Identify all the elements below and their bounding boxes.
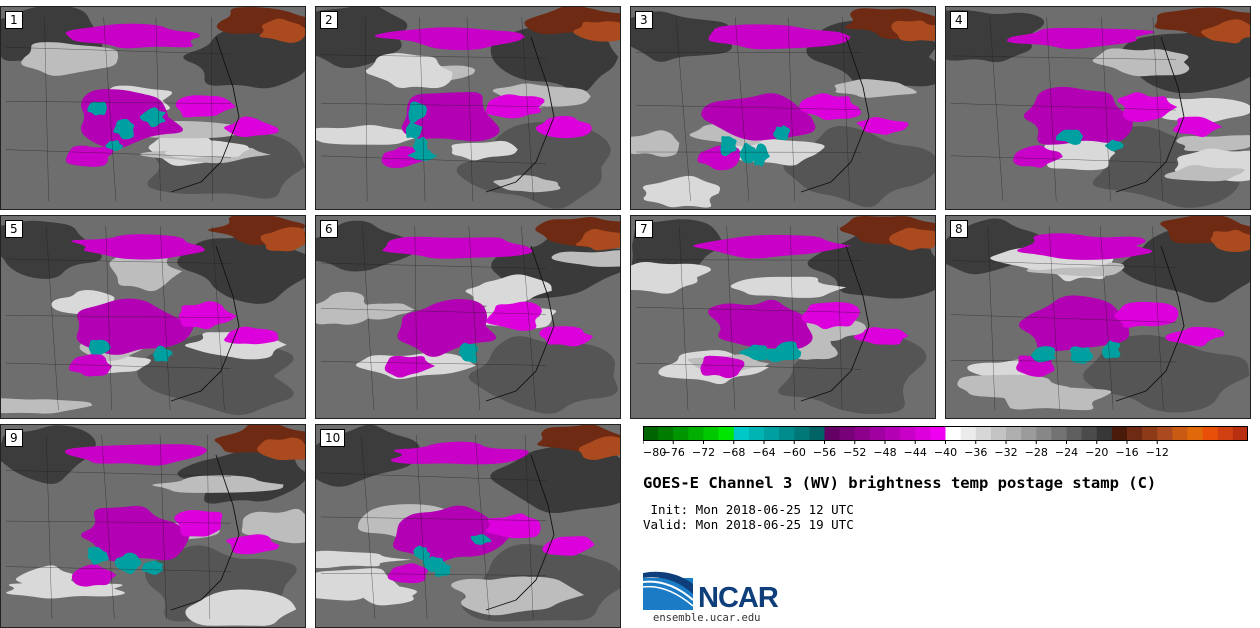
panel-label: 3: [635, 11, 653, 29]
colorbar-swatch: [840, 426, 856, 440]
colorbar-tick-label: −40: [934, 446, 957, 459]
colorbar-tick-label: −32: [994, 446, 1017, 459]
water-vapor-map: [316, 216, 621, 419]
colorbar-swatch: [1067, 426, 1083, 440]
colorbar-swatch: [1233, 426, 1248, 440]
colorbar-tick-label: −16: [1115, 446, 1138, 459]
colorbar-swatch: [870, 426, 886, 440]
colorbar-swatch: [1097, 426, 1113, 440]
colorbar-swatch: [1157, 426, 1173, 440]
colorbar-swatch: [825, 426, 841, 440]
colorbar-tick-label: −48: [873, 446, 896, 459]
postage-stamp-panel-5: 5: [0, 215, 306, 419]
figure-title: GOES-E Channel 3 (WV) brightness temp po…: [643, 474, 1156, 492]
colorbar-tick-label: −76: [662, 446, 685, 459]
water-vapor-map: [631, 216, 936, 419]
colorbar-swatch: [1006, 426, 1022, 440]
postage-stamp-panel-4: 4: [945, 6, 1251, 210]
colorbar-tick-label: −24: [1055, 446, 1078, 459]
colorbar-tick-label: −44: [904, 446, 927, 459]
colorbar-swatch: [673, 426, 689, 440]
colorbar-swatch: [809, 426, 825, 440]
postage-stamp-panel-1: 1: [0, 6, 306, 210]
colorbar-swatch: [915, 426, 931, 440]
colorbar-swatch: [734, 426, 750, 440]
colorbar-tick-label: −52: [843, 446, 866, 459]
colorbar-tick-label: −28: [1025, 446, 1048, 459]
colorbar-swatch: [1082, 426, 1098, 440]
postage-stamp-panel-9: 9: [0, 424, 306, 628]
colorbar-tick-label: −20: [1085, 446, 1108, 459]
colorbar-swatch: [688, 426, 704, 440]
water-vapor-map: [631, 7, 936, 210]
postage-stamp-panel-7: 7: [630, 215, 936, 419]
panel-label: 10: [320, 429, 345, 447]
colorbar-tick-label: −36: [964, 446, 987, 459]
panel-label: 4: [950, 11, 968, 29]
init-time: Init: Mon 2018-06-25 12 UTC: [643, 502, 854, 517]
panel-label: 8: [950, 220, 968, 238]
colorbar-swatch: [1218, 426, 1234, 440]
colorbar-swatch: [1112, 426, 1128, 440]
colorbar-swatch: [900, 426, 916, 440]
water-vapor-map: [316, 7, 621, 210]
colorbar-swatch: [885, 426, 901, 440]
panel-label: 7: [635, 220, 653, 238]
colorbar-swatch: [794, 426, 810, 440]
colorbar-tick-label: −56: [813, 446, 836, 459]
colorbar-swatch: [779, 426, 795, 440]
colorbar-swatch: [704, 426, 720, 440]
colorbar-swatch: [930, 426, 946, 440]
ncar-url: ensemble.ucar.edu: [653, 612, 760, 624]
panel-label: 6: [320, 220, 338, 238]
colorbar-swatch: [764, 426, 780, 440]
water-vapor-map: [946, 216, 1251, 419]
colorbar-swatch: [1142, 426, 1158, 440]
postage-stamp-panel-10: 10: [315, 424, 621, 628]
water-vapor-map: [1, 7, 306, 210]
colorbar-tick-label: −68: [722, 446, 745, 459]
convective-core: [461, 343, 477, 363]
water-vapor-map: [1, 425, 306, 628]
colorbar: −80−76−72−68−64−60−56−52−48−44−40−36−32−…: [643, 426, 1248, 462]
colorbar-swatch: [1203, 426, 1219, 440]
water-vapor-map: [1, 216, 306, 419]
postage-stamp-panel-6: 6: [315, 215, 621, 419]
colorbar-swatch: [1051, 426, 1067, 440]
colorbar-swatch: [991, 426, 1007, 440]
colorbar-swatch: [719, 426, 735, 440]
water-vapor-map: [946, 7, 1251, 210]
colorbar-tick-label: −64: [752, 446, 775, 459]
panel-label: 5: [5, 220, 23, 238]
panel-label: 2: [320, 11, 338, 29]
ncar-wordmark: NCAR: [698, 582, 778, 615]
colorbar-swatch: [961, 426, 977, 440]
postage-stamp-panel-2: 2: [315, 6, 621, 210]
postage-stamp-panel-3: 3: [630, 6, 936, 210]
valid-time: Valid: Mon 2018-06-25 19 UTC: [643, 517, 854, 532]
postage-stamp-panel-8: 8: [945, 215, 1251, 419]
colorbar-tick-label: −72: [692, 446, 715, 459]
colorbar-tick-label: −60: [783, 446, 806, 459]
colorbar-swatch: [658, 426, 674, 440]
colorbar-swatch: [1127, 426, 1143, 440]
colorbar-swatch: [749, 426, 765, 440]
panel-label: 9: [5, 429, 23, 447]
colorbar-swatch: [643, 426, 659, 440]
colorbar-swatch: [1172, 426, 1188, 440]
colorbar-swatch: [1021, 426, 1037, 440]
colorbar-swatch: [976, 426, 992, 440]
water-vapor-map: [316, 425, 621, 628]
colorbar-swatch: [946, 426, 962, 440]
cloud-shield: [1114, 302, 1178, 328]
panel-label: 1: [5, 11, 23, 29]
colorbar-tick-label: −12: [1146, 446, 1169, 459]
colorbar-swatch: [855, 426, 871, 440]
colorbar-swatch: [1036, 426, 1052, 440]
colorbar-swatch: [1188, 426, 1204, 440]
